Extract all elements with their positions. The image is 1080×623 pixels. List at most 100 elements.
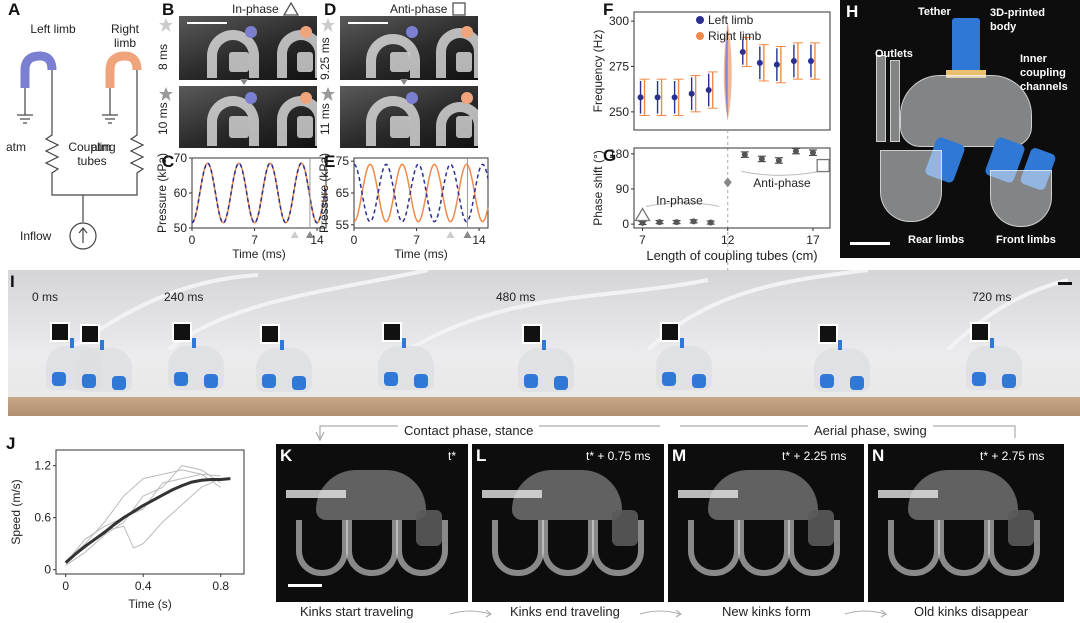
g-point [775,157,782,164]
g-x-axis-label: Length of coupling tubes (cm) [646,248,817,263]
g-point [656,219,663,226]
inflow-label: Inflow [20,229,52,243]
g-frame [633,147,831,229]
g-antiphase-arc [741,170,820,176]
f-y-tick-label: 250 [609,105,629,119]
caption-k: Kinks start traveling [300,604,414,619]
chart-e: 55 65 75 0 7 14 Time (ms) Pressure (kPa) [317,153,489,261]
g-triangle-icon [634,207,651,222]
atm-right-label: atm [91,140,112,154]
legend-left-text: Left limb [708,13,754,27]
inphase-title: In-phase [232,2,279,16]
legend-right-text: Right limb [708,29,762,43]
g-antiphase-label: Anti-phase [753,176,811,190]
star-marker-dark [305,231,314,238]
panel-label-f: F [603,0,614,19]
f-violin-blue [725,21,728,121]
time-720: 720 ms [972,290,1012,304]
series-line-1 [353,163,489,223]
j-frame [55,449,245,575]
g-point [673,219,680,226]
f-point-left [654,94,661,101]
g-point [639,219,646,226]
j-x-tick-label: 0.4 [135,579,152,593]
x-tick-label: 0 [351,233,358,247]
antiphase-title: Anti-phase [390,2,448,16]
f-point-left [637,94,644,101]
j-y-tick-label: 0.6 [34,511,51,525]
star-marker-dark [463,231,472,238]
g-y-tick-label: 90 [616,182,630,196]
robot-closeup [286,470,462,590]
y-axis-label: Pressure (kPa) [155,153,169,233]
square-icon [452,2,466,16]
panel-a-schematic [17,51,145,250]
panel-label-k: K [280,446,293,465]
f-point-left [773,61,780,68]
panel-label-b: B [162,0,175,19]
robot-photo-h [840,0,1080,258]
inner-channels-label: Inner coupling channels [1020,53,1068,93]
j-x-tick-label: 0 [62,579,69,593]
coupling-tubes-label: Coupling tubes [68,140,116,168]
panel-label-h: H [846,2,859,21]
g-y-tick-label: 0 [622,217,629,231]
time-240: 240 ms [164,290,204,304]
inphase-photo-2 [179,86,317,148]
contact-phase-label: Contact phase, stance [398,423,540,438]
g-point [690,218,697,225]
j-y-tick-label: 1.2 [34,459,51,473]
left-limb-label: Left limb [30,22,76,36]
panel-label-c: C [162,152,175,171]
panel-label-n: N [872,446,885,465]
d-time-1: 9.25 ms [318,37,332,80]
y-tick-label: 50 [174,221,188,235]
g-point [707,219,714,226]
f-point-left [790,58,797,65]
g-x-tick-label: 7 [639,233,646,247]
rear-limbs-label: Rear limbs [908,234,965,246]
panel-label-m: M [672,446,687,465]
front-limbs-label: Front limbs [996,234,1056,246]
f-point-left [705,87,712,94]
f-point-left [739,48,746,55]
f-point-left [671,94,678,101]
g-inphase-arc [645,202,720,208]
g-y-axis-label: Phase shift (°) [591,150,605,226]
x-tick-label: 14 [310,233,324,247]
g-point [792,148,799,155]
time-k: t* [448,449,457,463]
left-limb-shape [20,51,57,88]
robot-figure [960,322,1026,402]
f-y-tick-label: 275 [609,59,629,73]
j-x-axis-label: Time (s) [128,597,172,611]
j-trial-line-1 [65,465,221,566]
y-tick-label: 55 [336,218,350,232]
outlets-label: Outlets [875,48,913,60]
g-x-tick-label: 17 [806,233,820,247]
x-tick-label: 14 [472,233,486,247]
robot-closeup [678,470,854,590]
f-point-left [756,59,763,66]
g-square-icon [816,158,830,173]
panel-label-j: J [6,434,16,453]
j-y-tick-label: 0 [44,563,51,577]
f-y-axis-label: Frequency (Hz) [591,30,605,113]
time-480: 480 ms [496,290,536,304]
y-tick-label: 70 [174,152,188,165]
triangle-icon [283,2,299,16]
legend-right-marker [696,32,704,40]
y-tick-label: 65 [336,186,350,200]
panel-label-i: I [10,272,15,291]
robot-figure [162,322,228,402]
panel-label-a: A [8,0,21,19]
caption-m: New kinks form [722,604,811,619]
time-m: t* + 2.25 ms [782,449,847,463]
x-tick-label: 7 [413,233,420,247]
g-inphase-label: In-phase [656,194,703,208]
chart-frame [191,157,327,229]
robot-figure [650,322,716,402]
antiphase-photo-1 [340,16,478,80]
g-point [809,149,816,156]
f-y-tick-label: 300 [609,14,629,28]
